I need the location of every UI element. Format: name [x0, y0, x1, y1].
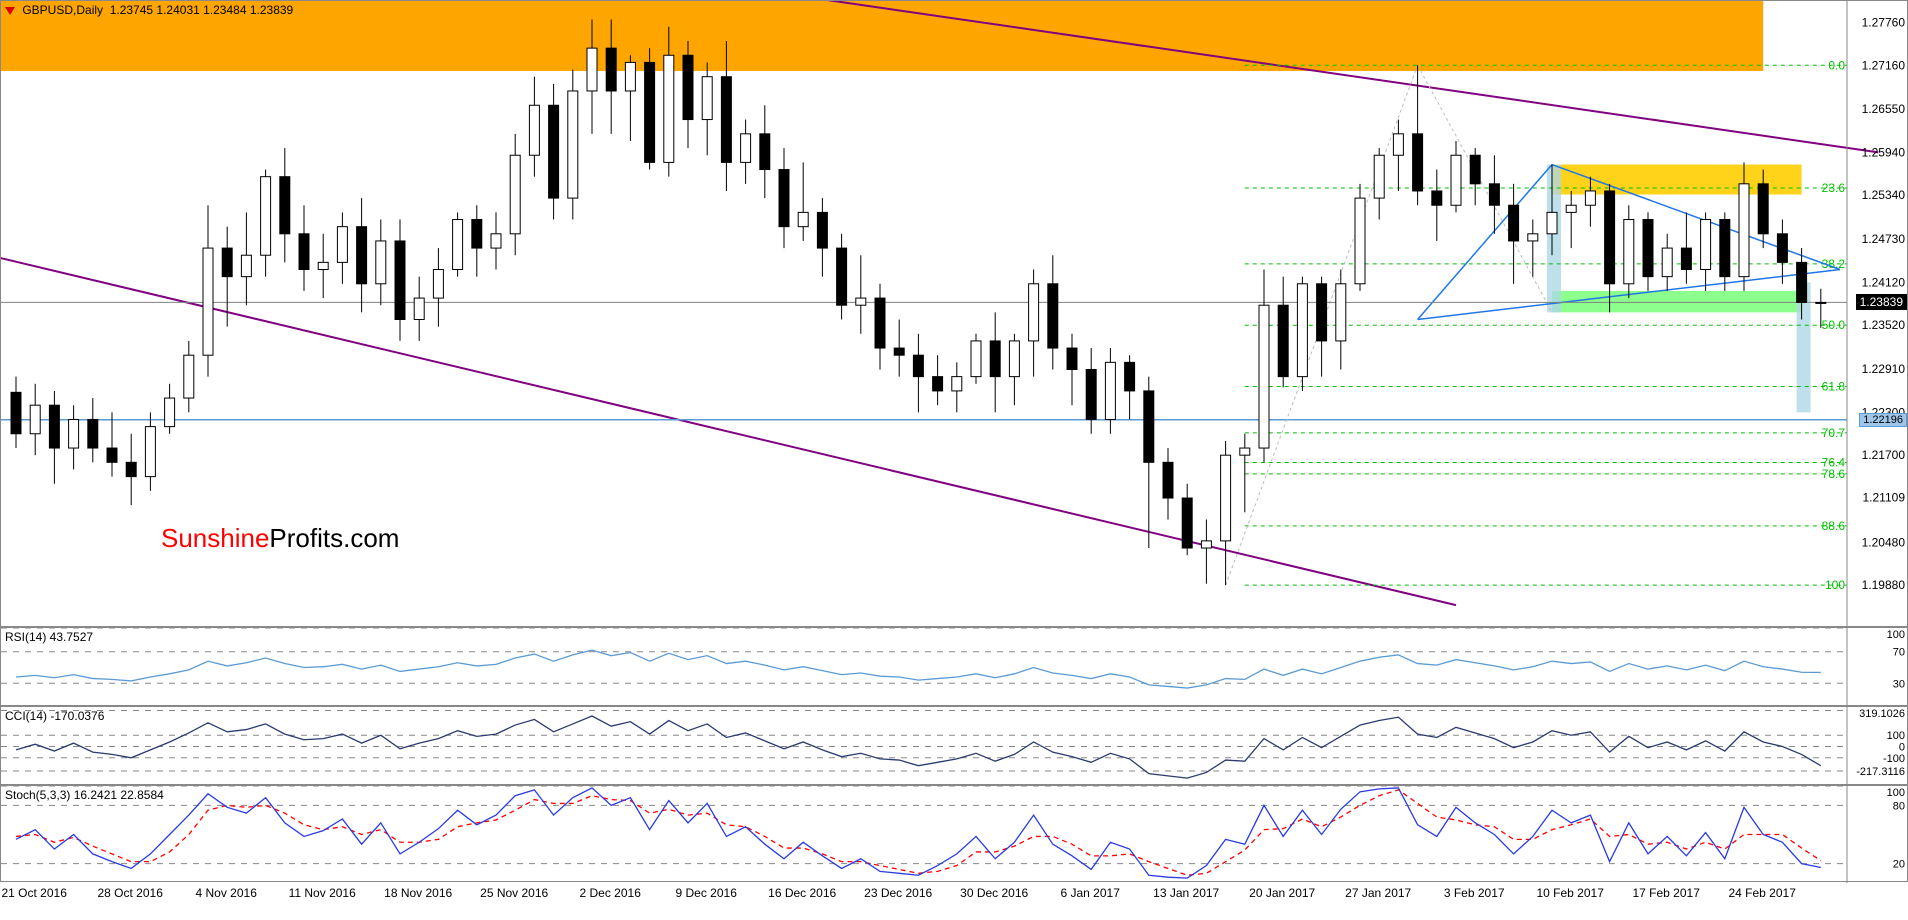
svg-text:1.19880: 1.19880 [1862, 578, 1906, 592]
xaxis-panel: 21 Oct 2016 28 Oct 2016 4 Nov 2016 11 Nov 2… [0, 882, 1908, 920]
svg-text:1.25340: 1.25340 [1862, 188, 1906, 202]
svg-text:1.24730: 1.24730 [1862, 232, 1906, 246]
svg-text:88.6: 88.6 [1822, 519, 1846, 533]
xaxis-label: 24 Feb 2017 [1728, 886, 1795, 920]
svg-text:0: 0 [1899, 742, 1905, 754]
xaxis-label: 23 Dec 2016 [864, 886, 932, 920]
xaxis-label: 6 Jan 2017 [1060, 886, 1119, 920]
xaxis-label: 16 Dec 2016 [768, 886, 836, 920]
xaxis-label: 3 Feb 2017 [1444, 886, 1505, 920]
xaxis-label: 25 Nov 2016 [480, 886, 548, 920]
watermark: SunshineProfits.com [161, 523, 399, 554]
xaxis-label: 17 Feb 2017 [1632, 886, 1699, 920]
svg-text:0.0: 0.0 [1828, 58, 1845, 72]
svg-text:78.6: 78.6 [1822, 467, 1846, 481]
xaxis-label: 28 Oct 2016 [97, 886, 162, 920]
svg-text:20: 20 [1893, 859, 1905, 871]
svg-text:1.27760: 1.27760 [1862, 15, 1906, 29]
cci-title: CCI(14) -170.0376 [5, 709, 104, 723]
svg-text:70: 70 [1893, 647, 1905, 659]
xaxis-label: 9 Dec 2016 [675, 886, 736, 920]
xaxis-label: 4 Nov 2016 [195, 886, 256, 920]
stoch-svg: 10080 20 [1, 786, 1908, 883]
chart-container: GBPUSD,Daily 1.23745 1.24031 1.23484 1.2… [0, 0, 1908, 920]
cci-svg: 319.1026 1000-100-217.3116 [1, 707, 1908, 786]
svg-text:70.7: 70.7 [1822, 426, 1846, 440]
svg-text:319.1026: 319.1026 [1859, 708, 1905, 720]
xaxis-label: 13 Jan 2017 [1153, 886, 1219, 920]
svg-text:100: 100 [1887, 730, 1905, 742]
svg-text:1.21109: 1.21109 [1863, 490, 1906, 504]
down-triangle-icon [5, 7, 15, 15]
svg-text:50.0: 50.0 [1822, 318, 1846, 332]
rsi-svg: 100 70 30 [1, 628, 1908, 707]
xaxis-label: 30 Dec 2016 [960, 886, 1028, 920]
svg-text:1.24120: 1.24120 [1862, 275, 1906, 289]
svg-text:1.25940: 1.25940 [1862, 145, 1906, 159]
svg-text:23.6: 23.6 [1822, 181, 1846, 195]
rsi-panel[interactable]: RSI(14) 43.7527 100 70 30 [0, 627, 1908, 706]
cci-panel[interactable]: CCI(14) -170.0376 319.1026 1000-100-217.3… [0, 706, 1908, 785]
xaxis-label: 2 Dec 2016 [579, 886, 640, 920]
xaxis-label: 20 Jan 2017 [1249, 886, 1315, 920]
svg-text:1.20480: 1.20480 [1862, 535, 1906, 549]
price-title: GBPUSD,Daily 1.23745 1.24031 1.23484 1.2… [5, 3, 293, 17]
current-price-badge: 1.23839 [1856, 294, 1907, 310]
stoch-panel[interactable]: Stoch(5,3,3) 16.2421 22.8584 10080 20 [0, 785, 1908, 882]
xaxis-label: 10 Feb 2017 [1536, 886, 1603, 920]
svg-text:100: 100 [1825, 578, 1845, 592]
ohlc-label: 1.23745 1.24031 1.23484 1.23839 [110, 3, 294, 17]
svg-text:-217.3116: -217.3116 [1856, 766, 1905, 778]
price-panel[interactable]: GBPUSD,Daily 1.23745 1.24031 1.23484 1.2… [0, 0, 1908, 627]
svg-text:100: 100 [1887, 787, 1905, 799]
svg-text:61.8: 61.8 [1822, 380, 1846, 394]
svg-text:100: 100 [1887, 629, 1905, 641]
svg-text:30: 30 [1893, 678, 1905, 690]
symbol-label: GBPUSD,Daily [22, 3, 103, 17]
rsi-title: RSI(14) 43.7527 [5, 630, 93, 644]
svg-text:1.27160: 1.27160 [1862, 58, 1906, 72]
svg-text:-100: -100 [1883, 753, 1905, 765]
xaxis-label: 21 Oct 2016 [1, 886, 66, 920]
watermark-black: Profits.com [269, 523, 399, 553]
xaxis-label: 18 Nov 2016 [384, 886, 452, 920]
xaxis-label: 27 Jan 2017 [1345, 886, 1411, 920]
svg-text:1.21700: 1.21700 [1862, 448, 1906, 462]
svg-text:80: 80 [1893, 800, 1905, 812]
svg-text:1.26550: 1.26550 [1862, 102, 1906, 116]
stoch-title: Stoch(5,3,3) 16.2421 22.8584 [5, 788, 164, 802]
watermark-red: Sunshine [161, 523, 269, 553]
xaxis-label: 11 Nov 2016 [289, 886, 356, 920]
svg-text:1.22910: 1.22910 [1862, 362, 1906, 376]
blue-level-badge: 1.22196 [1859, 413, 1907, 427]
svg-text:1.23520: 1.23520 [1862, 318, 1906, 332]
